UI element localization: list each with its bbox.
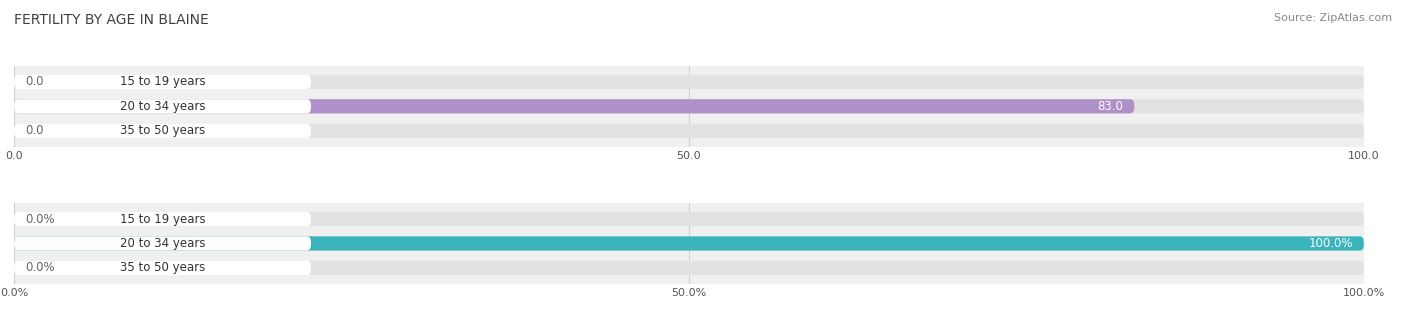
FancyBboxPatch shape bbox=[14, 99, 1135, 114]
Text: Source: ZipAtlas.com: Source: ZipAtlas.com bbox=[1274, 13, 1392, 23]
Text: 0.0: 0.0 bbox=[25, 124, 44, 137]
FancyBboxPatch shape bbox=[14, 124, 311, 138]
Text: FERTILITY BY AGE IN BLAINE: FERTILITY BY AGE IN BLAINE bbox=[14, 13, 209, 27]
FancyBboxPatch shape bbox=[14, 261, 1364, 275]
FancyBboxPatch shape bbox=[14, 99, 1364, 114]
Text: 35 to 50 years: 35 to 50 years bbox=[120, 124, 205, 137]
Text: 35 to 50 years: 35 to 50 years bbox=[120, 261, 205, 275]
FancyBboxPatch shape bbox=[14, 236, 1364, 250]
Text: 20 to 34 years: 20 to 34 years bbox=[120, 100, 205, 113]
FancyBboxPatch shape bbox=[14, 236, 311, 250]
FancyBboxPatch shape bbox=[14, 236, 1364, 250]
Text: 0.0%: 0.0% bbox=[25, 261, 55, 275]
Text: 20 to 34 years: 20 to 34 years bbox=[120, 237, 205, 250]
FancyBboxPatch shape bbox=[14, 124, 1364, 138]
Text: 15 to 19 years: 15 to 19 years bbox=[120, 213, 205, 225]
Text: 15 to 19 years: 15 to 19 years bbox=[120, 75, 205, 88]
Text: 100.0%: 100.0% bbox=[1309, 237, 1353, 250]
FancyBboxPatch shape bbox=[14, 212, 1364, 226]
FancyBboxPatch shape bbox=[14, 99, 311, 114]
FancyBboxPatch shape bbox=[14, 212, 311, 226]
Text: 0.0: 0.0 bbox=[25, 75, 44, 88]
FancyBboxPatch shape bbox=[14, 75, 1364, 89]
Text: 83.0: 83.0 bbox=[1098, 100, 1123, 113]
FancyBboxPatch shape bbox=[14, 261, 311, 275]
Text: 0.0%: 0.0% bbox=[25, 213, 55, 225]
FancyBboxPatch shape bbox=[14, 75, 311, 89]
